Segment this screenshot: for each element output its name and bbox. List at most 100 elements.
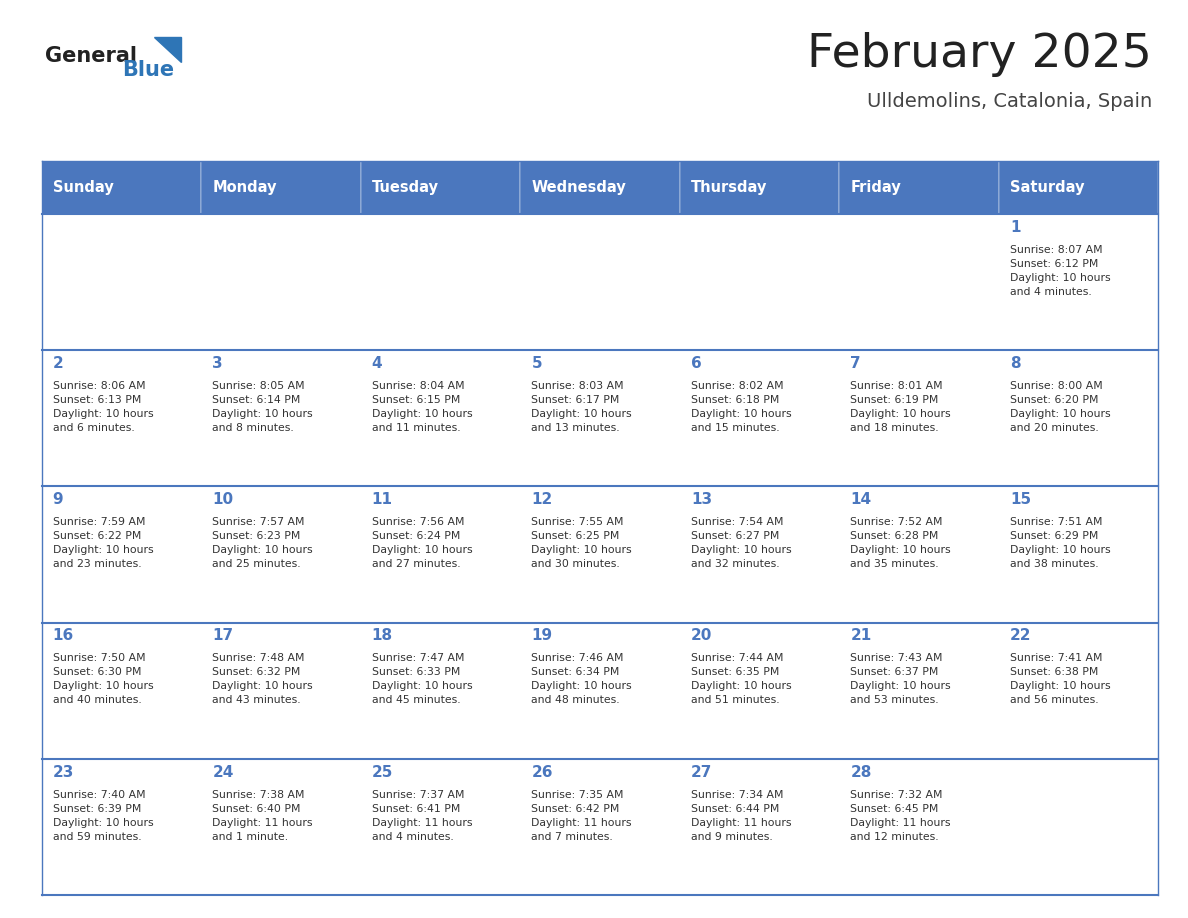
Text: Thursday: Thursday [691,180,767,195]
Bar [839,161,999,214]
Bar [680,622,839,759]
Text: Sunrise: 7:40 AM
Sunset: 6:39 PM
Daylight: 10 hours
and 59 minutes.: Sunrise: 7:40 AM Sunset: 6:39 PM Dayligh… [52,789,153,842]
Bar [839,622,999,759]
Text: Sunrise: 8:07 AM
Sunset: 6:12 PM
Daylight: 10 hours
and 4 minutes.: Sunrise: 8:07 AM Sunset: 6:12 PM Dayligh… [1010,245,1111,297]
Text: Sunrise: 7:55 AM
Sunset: 6:25 PM
Daylight: 10 hours
and 30 minutes.: Sunrise: 7:55 AM Sunset: 6:25 PM Dayligh… [531,517,632,569]
Text: Sunrise: 8:00 AM
Sunset: 6:20 PM
Daylight: 10 hours
and 20 minutes.: Sunrise: 8:00 AM Sunset: 6:20 PM Dayligh… [1010,381,1111,433]
Text: Sunday: Sunday [52,180,114,195]
Text: Tuesday: Tuesday [372,180,438,195]
Bar [42,214,201,350]
Bar [520,759,680,895]
Bar [361,214,520,350]
Bar [839,487,999,622]
Text: Sunrise: 8:03 AM
Sunset: 6:17 PM
Daylight: 10 hours
and 13 minutes.: Sunrise: 8:03 AM Sunset: 6:17 PM Dayligh… [531,381,632,433]
Text: Sunrise: 7:43 AM
Sunset: 6:37 PM
Daylight: 10 hours
and 53 minutes.: Sunrise: 7:43 AM Sunset: 6:37 PM Dayligh… [851,654,952,705]
Text: 8: 8 [1010,356,1020,371]
Text: 20: 20 [691,629,713,644]
Bar [361,161,520,214]
Bar [42,350,201,487]
Text: Sunrise: 7:51 AM
Sunset: 6:29 PM
Daylight: 10 hours
and 38 minutes.: Sunrise: 7:51 AM Sunset: 6:29 PM Dayligh… [1010,517,1111,569]
Bar [201,487,361,622]
Text: 1: 1 [1010,219,1020,235]
Text: 5: 5 [531,356,542,371]
Bar [201,350,361,487]
Bar [42,161,201,214]
Text: Sunrise: 8:05 AM
Sunset: 6:14 PM
Daylight: 10 hours
and 8 minutes.: Sunrise: 8:05 AM Sunset: 6:14 PM Dayligh… [213,381,312,433]
Bar [999,759,1158,895]
Bar [201,161,361,214]
Text: Sunrise: 7:41 AM
Sunset: 6:38 PM
Daylight: 10 hours
and 56 minutes.: Sunrise: 7:41 AM Sunset: 6:38 PM Dayligh… [1010,654,1111,705]
Bar [42,759,201,895]
Text: Sunrise: 7:46 AM
Sunset: 6:34 PM
Daylight: 10 hours
and 48 minutes.: Sunrise: 7:46 AM Sunset: 6:34 PM Dayligh… [531,654,632,705]
Bar [839,214,999,350]
Text: 12: 12 [531,492,552,508]
Text: 17: 17 [213,629,233,644]
Bar [361,350,520,487]
Text: Sunrise: 7:50 AM
Sunset: 6:30 PM
Daylight: 10 hours
and 40 minutes.: Sunrise: 7:50 AM Sunset: 6:30 PM Dayligh… [52,654,153,705]
Text: 26: 26 [531,765,552,779]
Text: 13: 13 [691,492,712,508]
Text: Ulldemolins, Catalonia, Spain: Ulldemolins, Catalonia, Spain [867,92,1152,111]
Text: 27: 27 [691,765,713,779]
Text: Sunrise: 8:04 AM
Sunset: 6:15 PM
Daylight: 10 hours
and 11 minutes.: Sunrise: 8:04 AM Sunset: 6:15 PM Dayligh… [372,381,473,433]
Text: Sunrise: 7:47 AM
Sunset: 6:33 PM
Daylight: 10 hours
and 45 minutes.: Sunrise: 7:47 AM Sunset: 6:33 PM Dayligh… [372,654,473,705]
Text: Sunrise: 7:52 AM
Sunset: 6:28 PM
Daylight: 10 hours
and 35 minutes.: Sunrise: 7:52 AM Sunset: 6:28 PM Dayligh… [851,517,952,569]
Text: Blue: Blue [122,60,175,80]
Text: 14: 14 [851,492,872,508]
Text: 24: 24 [213,765,234,779]
Text: 7: 7 [851,356,861,371]
Bar [361,487,520,622]
Bar [680,759,839,895]
Bar [201,622,361,759]
Text: Sunrise: 8:06 AM
Sunset: 6:13 PM
Daylight: 10 hours
and 6 minutes.: Sunrise: 8:06 AM Sunset: 6:13 PM Dayligh… [52,381,153,433]
Text: February 2025: February 2025 [808,32,1152,77]
Bar [520,214,680,350]
Bar [42,487,201,622]
Text: Sunrise: 7:44 AM
Sunset: 6:35 PM
Daylight: 10 hours
and 51 minutes.: Sunrise: 7:44 AM Sunset: 6:35 PM Dayligh… [691,654,791,705]
Text: General: General [45,46,137,66]
Bar [361,759,520,895]
Text: 22: 22 [1010,629,1031,644]
Text: Sunrise: 7:37 AM
Sunset: 6:41 PM
Daylight: 11 hours
and 4 minutes.: Sunrise: 7:37 AM Sunset: 6:41 PM Dayligh… [372,789,473,842]
Text: 11: 11 [372,492,393,508]
Text: Sunrise: 7:32 AM
Sunset: 6:45 PM
Daylight: 11 hours
and 12 minutes.: Sunrise: 7:32 AM Sunset: 6:45 PM Dayligh… [851,789,950,842]
Text: 4: 4 [372,356,383,371]
Bar [520,350,680,487]
Text: 23: 23 [52,765,74,779]
Text: Saturday: Saturday [1010,180,1085,195]
Text: Sunrise: 7:38 AM
Sunset: 6:40 PM
Daylight: 11 hours
and 1 minute.: Sunrise: 7:38 AM Sunset: 6:40 PM Dayligh… [213,789,312,842]
Bar [520,487,680,622]
Text: Monday: Monday [213,180,277,195]
Text: Sunrise: 7:35 AM
Sunset: 6:42 PM
Daylight: 11 hours
and 7 minutes.: Sunrise: 7:35 AM Sunset: 6:42 PM Dayligh… [531,789,632,842]
Bar [680,487,839,622]
Text: Sunrise: 7:34 AM
Sunset: 6:44 PM
Daylight: 11 hours
and 9 minutes.: Sunrise: 7:34 AM Sunset: 6:44 PM Dayligh… [691,789,791,842]
Text: Sunrise: 7:57 AM
Sunset: 6:23 PM
Daylight: 10 hours
and 25 minutes.: Sunrise: 7:57 AM Sunset: 6:23 PM Dayligh… [213,517,312,569]
Text: 2: 2 [52,356,63,371]
Text: 28: 28 [851,765,872,779]
Text: Sunrise: 7:59 AM
Sunset: 6:22 PM
Daylight: 10 hours
and 23 minutes.: Sunrise: 7:59 AM Sunset: 6:22 PM Dayligh… [52,517,153,569]
Bar [999,161,1158,214]
Bar [680,350,839,487]
Bar [999,487,1158,622]
Text: Sunrise: 8:02 AM
Sunset: 6:18 PM
Daylight: 10 hours
and 15 minutes.: Sunrise: 8:02 AM Sunset: 6:18 PM Dayligh… [691,381,791,433]
Text: 6: 6 [691,356,702,371]
Text: Wednesday: Wednesday [531,180,626,195]
Bar [680,214,839,350]
Text: Sunrise: 7:56 AM
Sunset: 6:24 PM
Daylight: 10 hours
and 27 minutes.: Sunrise: 7:56 AM Sunset: 6:24 PM Dayligh… [372,517,473,569]
Text: 3: 3 [213,356,223,371]
Bar [999,622,1158,759]
Bar [999,214,1158,350]
Text: 16: 16 [52,629,74,644]
Text: 10: 10 [213,492,233,508]
Text: 15: 15 [1010,492,1031,508]
Text: Sunrise: 7:54 AM
Sunset: 6:27 PM
Daylight: 10 hours
and 32 minutes.: Sunrise: 7:54 AM Sunset: 6:27 PM Dayligh… [691,517,791,569]
Bar [839,350,999,487]
Text: 21: 21 [851,629,872,644]
Text: 25: 25 [372,765,393,779]
Bar [999,350,1158,487]
Text: Sunrise: 8:01 AM
Sunset: 6:19 PM
Daylight: 10 hours
and 18 minutes.: Sunrise: 8:01 AM Sunset: 6:19 PM Dayligh… [851,381,952,433]
Bar [680,161,839,214]
Text: 19: 19 [531,629,552,644]
Bar [839,759,999,895]
Text: 18: 18 [372,629,393,644]
